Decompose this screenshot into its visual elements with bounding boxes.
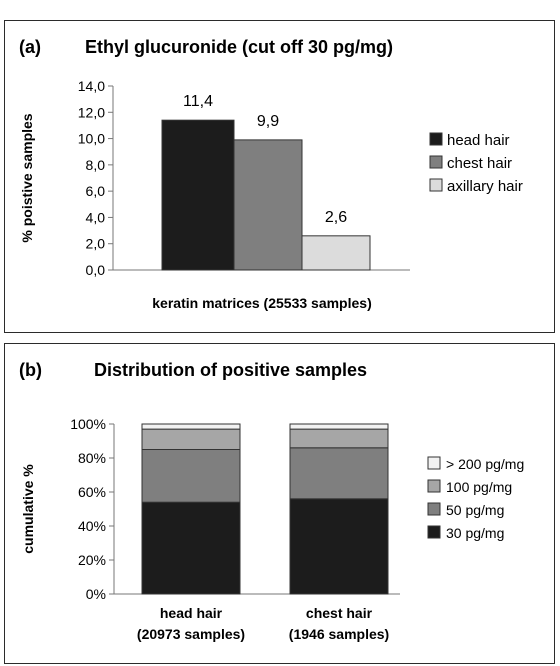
chart-title: Ethyl glucuronide (cut off 30 pg/mg)	[85, 37, 393, 57]
bar-value-label: 11,4	[183, 93, 213, 110]
bar-value-label: 2,6	[325, 209, 347, 226]
bar-2	[301, 235, 371, 271]
y-tick-label: 12,0	[78, 104, 105, 120]
panel-b: (b) Distribution of positive samples 0% 20%…	[4, 343, 555, 664]
legend-swatch	[427, 456, 441, 470]
y-tick-label: 80%	[78, 450, 106, 466]
stack-segment	[289, 447, 389, 500]
legend-label: > 200 pg/mg	[446, 456, 524, 472]
stack-segment	[141, 449, 241, 503]
category-label: head hair	[160, 605, 223, 621]
chart-a-svg: (a) Ethyl glucuronide (cut off 30 pg/mg) 0…	[19, 37, 523, 311]
legend-label: axillary hair	[447, 178, 523, 195]
legend-label: head hair	[447, 132, 510, 149]
bar-0	[161, 119, 235, 271]
category-sublabel: (20973 samples)	[137, 626, 245, 642]
legend-swatch	[427, 525, 441, 539]
y-axis-label: cumulative %	[20, 464, 36, 554]
stack-segment	[141, 501, 241, 595]
panel-label: (b)	[19, 360, 42, 380]
legend-swatch	[429, 155, 443, 169]
legend-swatch	[427, 502, 441, 516]
y-tick-label: 100%	[70, 416, 106, 432]
bar-1	[233, 139, 303, 271]
panel-a: (a) Ethyl glucuronide (cut off 30 pg/mg) 0…	[4, 20, 555, 333]
stack-segment	[289, 423, 389, 430]
category-sublabel: (1946 samples)	[289, 626, 389, 642]
chart-b-svg: (b) Distribution of positive samples 0% 20%…	[19, 360, 524, 642]
stack-segment	[141, 423, 241, 430]
legend-label: chest hair	[447, 155, 512, 172]
legend-swatch	[429, 178, 443, 192]
y-tick-label: 20%	[78, 552, 106, 568]
stack-segment	[141, 428, 241, 450]
x-axis-label: keratin matrices (25533 samples)	[152, 295, 371, 311]
legend-swatch	[429, 132, 443, 146]
stack-segment	[289, 428, 389, 449]
y-tick-label: 6,0	[86, 183, 106, 199]
y-tick-label: 10,0	[78, 131, 105, 147]
y-tick-label: 0,0	[86, 262, 106, 278]
legend-label: 100 pg/mg	[446, 479, 512, 495]
y-tick-label: 2,0	[86, 236, 106, 252]
legend-swatch	[427, 479, 441, 493]
y-tick-label: 8,0	[86, 157, 106, 173]
y-axis-label: % poistive samples	[19, 113, 35, 242]
y-tick-label: 0%	[86, 586, 106, 602]
legend-label: 50 pg/mg	[446, 502, 504, 518]
stack-segment	[289, 498, 389, 595]
chart-title: Distribution of positive samples	[94, 360, 367, 380]
y-tick-label: 40%	[78, 518, 106, 534]
y-tick-label: 60%	[78, 484, 106, 500]
bar-value-label: 9,9	[257, 113, 279, 130]
category-label: chest hair	[306, 605, 373, 621]
y-tick-label: 4,0	[86, 209, 106, 225]
legend-label: 30 pg/mg	[446, 525, 504, 541]
y-tick-label: 14,0	[78, 78, 105, 94]
panel-label: (a)	[19, 37, 41, 57]
